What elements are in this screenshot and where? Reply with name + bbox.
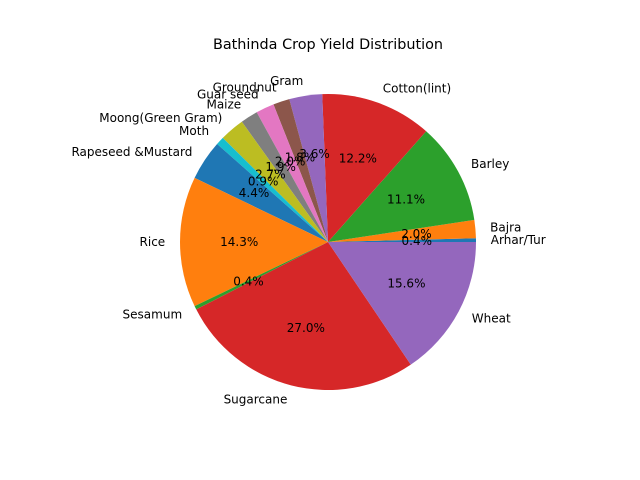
pie-slice <box>322 94 427 242</box>
pie-slice <box>273 99 328 242</box>
slice-label: Gram <box>270 74 303 88</box>
slice-label: Moong(Green Gram) <box>99 111 222 125</box>
pie-slice <box>194 144 328 242</box>
pie-slice <box>222 121 328 242</box>
slice-percent-labels: 0.4%2.0%11.1%12.2%3.6%1.8%2.0%1.9%2.7%0.… <box>220 147 432 335</box>
pie-slice <box>217 137 328 242</box>
slice-percent-label: 1.8% <box>285 151 316 165</box>
pie-slice <box>289 94 328 242</box>
slice-percent-label: 27.0% <box>287 321 325 335</box>
pie-slice <box>180 177 328 307</box>
pie-slice <box>196 242 411 390</box>
slice-label: Sesamum <box>123 307 183 321</box>
slice-percent-label: 4.4% <box>239 186 270 200</box>
slice-percent-label: 1.9% <box>265 160 296 174</box>
slice-percent-label: 0.4% <box>402 234 433 248</box>
slice-label: Groundnut <box>213 81 277 95</box>
slice-percent-label: 0.9% <box>248 174 279 188</box>
slice-percent-label: 0.4% <box>233 274 264 288</box>
chart-title: Bathinda Crop Yield Distribution <box>213 37 443 53</box>
pie-slice <box>328 238 476 242</box>
slice-percent-label: 15.6% <box>387 277 425 291</box>
slice-percent-label: 3.6% <box>299 147 330 161</box>
slice-label: Bajra <box>490 221 521 235</box>
slice-label: Arhar/Tur <box>491 233 546 247</box>
pie-slice <box>194 242 328 310</box>
slice-label: Wheat <box>472 311 511 325</box>
slice-label: Barley <box>471 157 509 171</box>
slice-label: Rapeseed &Mustard <box>71 145 192 159</box>
slice-label: Moth <box>179 124 209 138</box>
slice-label: Cotton(lint) <box>383 82 451 96</box>
pie-slice <box>256 104 328 242</box>
slice-percent-label: 12.2% <box>339 151 377 165</box>
slice-percent-label: 14.3% <box>220 235 258 249</box>
slice-label: Rice <box>140 235 166 249</box>
pie-slice <box>328 131 475 242</box>
slice-percent-label: 2.7% <box>255 167 286 181</box>
slice-percent-label: 2.0% <box>275 155 306 169</box>
slice-percent-label: 2.0% <box>401 227 432 241</box>
slice-label: Guar seed <box>197 88 259 102</box>
pie-slice <box>241 112 328 242</box>
slice-label: Sugarcane <box>224 393 288 407</box>
pie-slice <box>328 242 476 365</box>
pie-slice <box>328 219 476 242</box>
slice-percent-label: 11.1% <box>387 193 425 207</box>
slice-label: Maize <box>206 97 241 111</box>
pie-slices <box>180 94 476 390</box>
